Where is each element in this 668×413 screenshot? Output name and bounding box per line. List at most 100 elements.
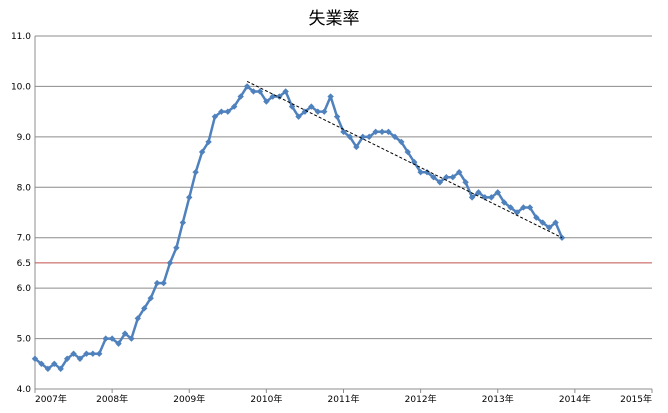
- data-point: [108, 335, 116, 342]
- x-tick-label: 2007年: [35, 393, 67, 405]
- data-point: [44, 365, 52, 373]
- data-point: [243, 83, 251, 90]
- data-point: [545, 224, 553, 231]
- data-point: [513, 209, 521, 216]
- data-point: [186, 194, 193, 201]
- data-point: [51, 360, 58, 367]
- chart-title: 失業率: [308, 9, 360, 29]
- data-point: [314, 108, 322, 115]
- data-point: [308, 103, 315, 110]
- data-point: [173, 244, 180, 251]
- data-point: [372, 128, 379, 136]
- data-point: [76, 355, 84, 362]
- data-point: [192, 168, 199, 176]
- data-point: [353, 143, 360, 151]
- data-point: [231, 103, 238, 110]
- data-point: [115, 340, 122, 347]
- data-point: [128, 335, 135, 342]
- data-point: [359, 133, 366, 141]
- y-tick-label: 6.0: [17, 284, 32, 294]
- data-point: [430, 174, 437, 181]
- data-point: [340, 128, 347, 136]
- data-point: [160, 279, 167, 287]
- x-tick-label: 2012年: [405, 393, 437, 405]
- data-point: [385, 128, 392, 136]
- x-tick-label: 2013年: [482, 393, 514, 405]
- data-point: [507, 204, 514, 211]
- data-point: [468, 194, 476, 201]
- x-tick-label: 2008年: [96, 393, 128, 405]
- data-point: [70, 350, 77, 357]
- data-point: [417, 168, 424, 176]
- data-point: [205, 138, 212, 146]
- data-point: [83, 350, 90, 357]
- y-tick-label: 10.0: [11, 82, 31, 92]
- y-tick-label: 8.0: [17, 183, 32, 193]
- data-point: [365, 133, 373, 141]
- data-point: [134, 315, 142, 322]
- data-point: [96, 350, 103, 357]
- data-point: [147, 295, 154, 302]
- data-point: [327, 93, 334, 100]
- y-tick-label: 4.0: [17, 385, 32, 395]
- data-point: [436, 179, 444, 186]
- data-point: [462, 179, 469, 186]
- data-point: [481, 194, 489, 201]
- data-point: [198, 148, 206, 156]
- data-point: [218, 108, 225, 115]
- data-point: [263, 98, 270, 105]
- x-tick-label: 2015年: [620, 393, 652, 405]
- data-point: [488, 194, 495, 201]
- data-point: [455, 168, 463, 176]
- data-point: [333, 113, 341, 120]
- data-point: [378, 128, 386, 136]
- data-point: [398, 138, 405, 146]
- data-point: [443, 174, 450, 181]
- y-tick-label: 9.0: [17, 133, 32, 143]
- data-point: [141, 305, 148, 312]
- data-point: [38, 360, 45, 367]
- data-point: [321, 108, 328, 115]
- data-point: [391, 133, 399, 141]
- data-point: [250, 88, 257, 95]
- data-point: [121, 330, 129, 337]
- data-point: [31, 355, 39, 362]
- data-point: [449, 174, 456, 181]
- data-point: [558, 234, 566, 241]
- data-point: [411, 158, 418, 166]
- series-line: [34, 85, 564, 371]
- data-point: [539, 219, 546, 226]
- data-point: [500, 199, 508, 206]
- data-point: [295, 113, 302, 120]
- data-point: [57, 365, 64, 373]
- data-point: [533, 214, 540, 221]
- data-point: [346, 133, 354, 141]
- data-point: [520, 204, 527, 211]
- data-point: [179, 219, 187, 226]
- data-point: [301, 108, 309, 115]
- data-point: [166, 259, 174, 267]
- data-point: [526, 204, 534, 211]
- data-point: [256, 88, 264, 95]
- trendline: [246, 80, 563, 239]
- data-point: [224, 108, 232, 115]
- data-point: [282, 88, 289, 95]
- x-tick-label: 2014年: [559, 393, 591, 405]
- x-tick-label: 2011年: [328, 393, 360, 405]
- data-point: [404, 148, 411, 156]
- x-tick-label: 2009年: [173, 393, 205, 405]
- data-point: [63, 355, 71, 362]
- data-point: [102, 335, 109, 342]
- y-tick-label: 5.0: [17, 335, 32, 345]
- data-point: [475, 189, 482, 196]
- data-point: [237, 93, 244, 100]
- y-tick-label: 11.0: [11, 32, 31, 42]
- data-point: [89, 350, 97, 357]
- data-point: [552, 219, 559, 226]
- data-point: [211, 113, 219, 120]
- data-point: [153, 279, 161, 287]
- data-point: [423, 168, 431, 176]
- x-tick-label: 2010年: [250, 393, 282, 405]
